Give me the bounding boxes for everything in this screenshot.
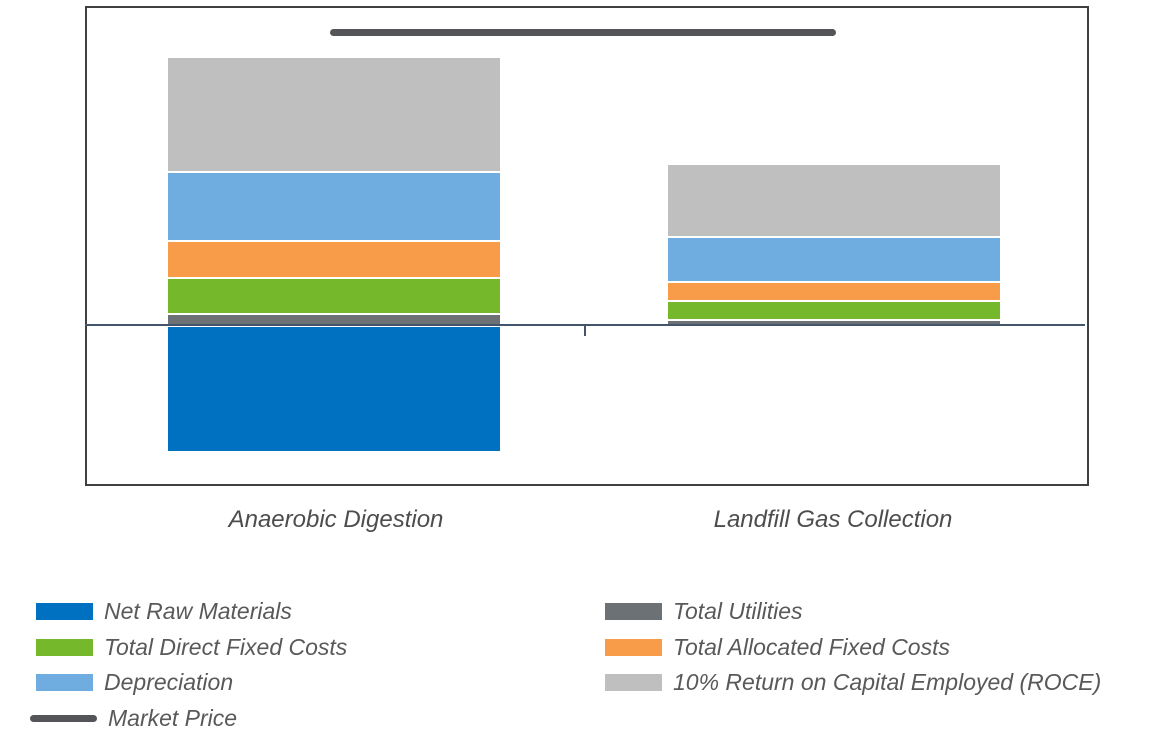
bar-segment-depreciation xyxy=(168,173,500,241)
bar-segment-total-direct-fixed-costs xyxy=(168,278,500,314)
bar-segment-10-return-on-capital-employed-roce xyxy=(668,164,1000,236)
bar-segment-negative-net-raw-materials xyxy=(168,327,500,451)
legend-item-depreciation: Depreciation xyxy=(36,669,347,695)
legend-swatch-net-raw-materials xyxy=(36,603,93,620)
bar-segment-total-utilities xyxy=(168,315,500,325)
bar-segment-total-utilities xyxy=(668,321,1000,325)
x-axis-tick xyxy=(584,326,586,336)
legend-swatch-total-utilities xyxy=(605,603,662,620)
legend-label: Total Allocated Fixed Costs xyxy=(673,633,950,660)
bar-segment-10-return-on-capital-employed-roce xyxy=(168,57,500,172)
legend-swatch-depreciation xyxy=(36,674,93,691)
bar-segment-total-allocated-fixed-costs xyxy=(668,283,1000,301)
legend-label: Depreciation xyxy=(104,669,234,695)
bar-segment-total-direct-fixed-costs xyxy=(668,302,1000,320)
legend-item-total-direct-fixed-costs: Total Direct Fixed Costs xyxy=(36,633,348,660)
legend-item-10-return-on-capital-employed-roce: 10% Return on Capital Employed (ROCE) xyxy=(605,669,1102,695)
plot-area-frame xyxy=(85,6,1089,486)
legend-item-total-allocated-fixed-costs: Total Allocated Fixed Costs xyxy=(605,633,1101,660)
legend-label: Market Price xyxy=(108,704,238,731)
legend-item-total-utilities: Total Utilities xyxy=(605,598,1101,624)
market-price-line xyxy=(330,29,836,36)
legend-label: Total Direct Fixed Costs xyxy=(104,633,348,660)
legend-label: 10% Return on Capital Employed (ROCE) xyxy=(673,669,1102,695)
legend-item-market-price: Market Price xyxy=(30,704,347,731)
legend-item-net-raw-materials: Net Raw Materials xyxy=(36,598,347,624)
legend-swatch-10-return-on-capital-employed-roce xyxy=(605,674,662,691)
legend-swatch-market-price xyxy=(30,714,97,722)
legend-swatch-total-direct-fixed-costs xyxy=(36,638,93,656)
legend-left-column: Net Raw Materials Total Direct Fixed Cost… xyxy=(30,598,348,731)
category-label-landfill-gas-collection: Landfill Gas Collection xyxy=(713,506,953,533)
legend-label: Total Utilities xyxy=(673,598,803,624)
bar-segment-total-allocated-fixed-costs xyxy=(168,242,500,277)
legend-right-column: Total Utilities Total Allocated Fixed Cos… xyxy=(605,598,1102,695)
category-label-anaerobic-digestion: Anaerobic Digestion xyxy=(228,506,444,533)
x-axis-line xyxy=(85,324,1085,326)
legend-swatch-total-allocated-fixed-costs xyxy=(605,638,662,656)
legend-label: Net Raw Materials xyxy=(104,598,292,624)
bar-segment-depreciation xyxy=(668,237,1000,282)
